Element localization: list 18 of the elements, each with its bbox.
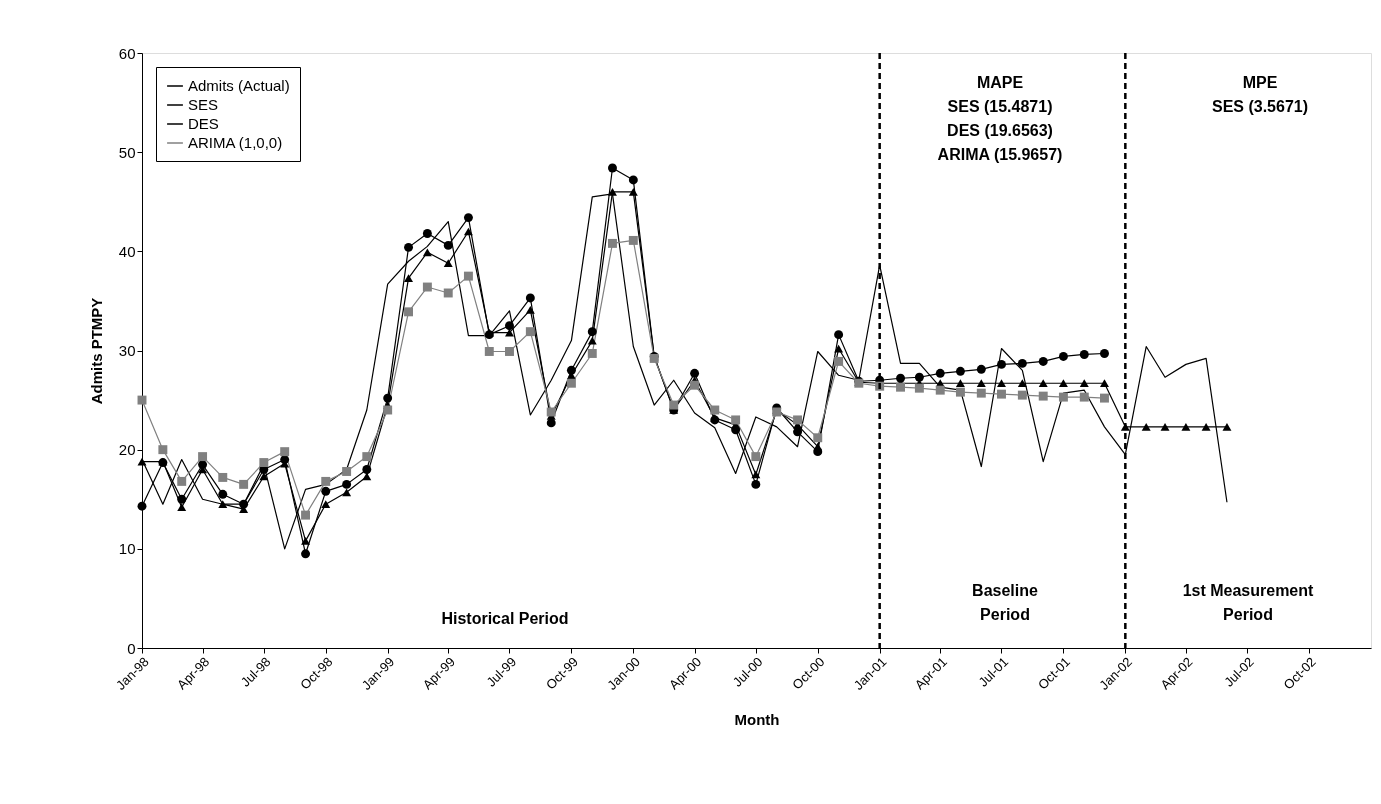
annotation: MAPE SES (15.4871) DES (19.6563) ARIMA (15.9657) [937,74,1063,163]
y-tick-label: 20 [118,441,136,459]
y-tick-label: 60 [118,44,136,62]
x-axis-title: Month [734,710,780,728]
annotation: Baseline Period [972,582,1039,623]
annotation: MPE SES (3.5671) [1211,74,1309,115]
annotation: 1st Measurement Period [1182,582,1315,623]
y-tick-label: 40 [118,242,136,260]
y-axis-title: Admits PTMPY [87,297,105,405]
legend-label: Admits (Actual) [188,77,290,94]
legend-label: DES [188,115,219,132]
y-tick-label: 10 [118,540,136,558]
legend-label: SES [188,96,219,113]
annotation: Historical Period [441,610,569,627]
y-tick-label: 30 [118,342,136,359]
y-tick-label: 0 [127,639,136,657]
legend-label: ARIMA (1,0,0) [188,134,283,151]
y-tick-label: 50 [118,143,136,161]
